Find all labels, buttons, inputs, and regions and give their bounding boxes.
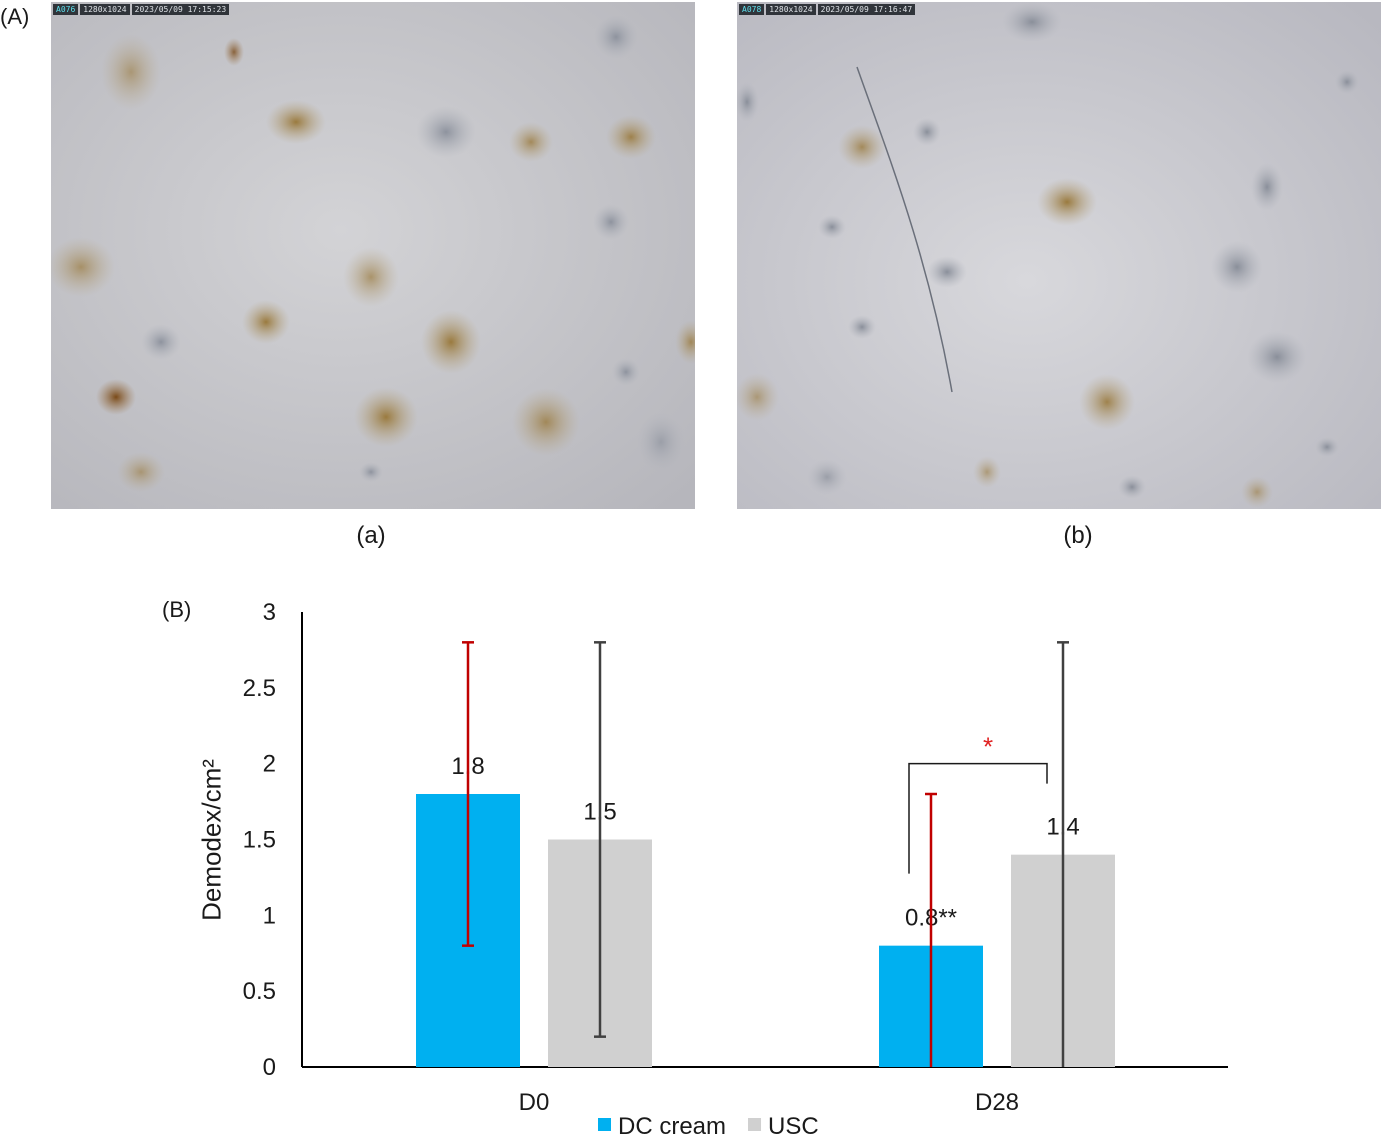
camera-hud-b: A078 1280x1024 2023/05/09 17:16:47 xyxy=(739,4,916,15)
camera-resolution-b: 1280x1024 xyxy=(766,4,816,15)
y-tick-label: 2 xyxy=(263,751,276,778)
camera-hud-a: A076 1280x1024 2023/05/09 17:15:23 xyxy=(53,4,230,15)
panel-label-B: (B) xyxy=(162,597,192,622)
skin-surface-image-a xyxy=(51,2,695,509)
y-tick-label: 1 xyxy=(263,902,276,929)
y-tick-label: 2.5 xyxy=(243,675,276,702)
caption-b: (b) xyxy=(1063,522,1093,549)
caption-a: (a) xyxy=(356,522,386,549)
legend-label-usc: USC xyxy=(768,1113,819,1138)
y-tick-label: 0 xyxy=(263,1054,276,1081)
y-tick-label: 0.5 xyxy=(243,978,276,1005)
camera-timestamp-a: 2023/05/09 17:15:23 xyxy=(131,4,230,15)
microscopy-photo-b: A078 1280x1024 2023/05/09 17:16:47 xyxy=(737,2,1381,509)
legend-swatch-dc-cream xyxy=(598,1118,611,1131)
camera-timestamp-b: 2023/05/09 17:16:47 xyxy=(817,4,916,15)
y-tick-label: 1.5 xyxy=(243,827,276,854)
camera-resolution-a: 1280x1024 xyxy=(80,4,130,15)
camera-id-b: A078 xyxy=(739,4,765,15)
legend-swatch-usc xyxy=(748,1118,762,1131)
y-axis-label: Demodex/cm² xyxy=(196,759,227,921)
microscopy-photo-a: A076 1280x1024 2023/05/09 17:15:23 xyxy=(51,2,695,509)
x-tick-label-d28: D28 xyxy=(975,1089,1019,1116)
x-tick-label-d0: D0 xyxy=(519,1089,550,1116)
panel-label-A: (A) xyxy=(0,4,30,29)
significance-bracket xyxy=(908,762,1048,874)
y-tick-label: 3 xyxy=(263,599,276,626)
legend-label-dc-cream: DC cream xyxy=(618,1113,726,1138)
significance-marker: * xyxy=(983,732,993,762)
camera-id-a: A076 xyxy=(53,4,79,15)
skin-surface-image-b xyxy=(737,2,1381,509)
